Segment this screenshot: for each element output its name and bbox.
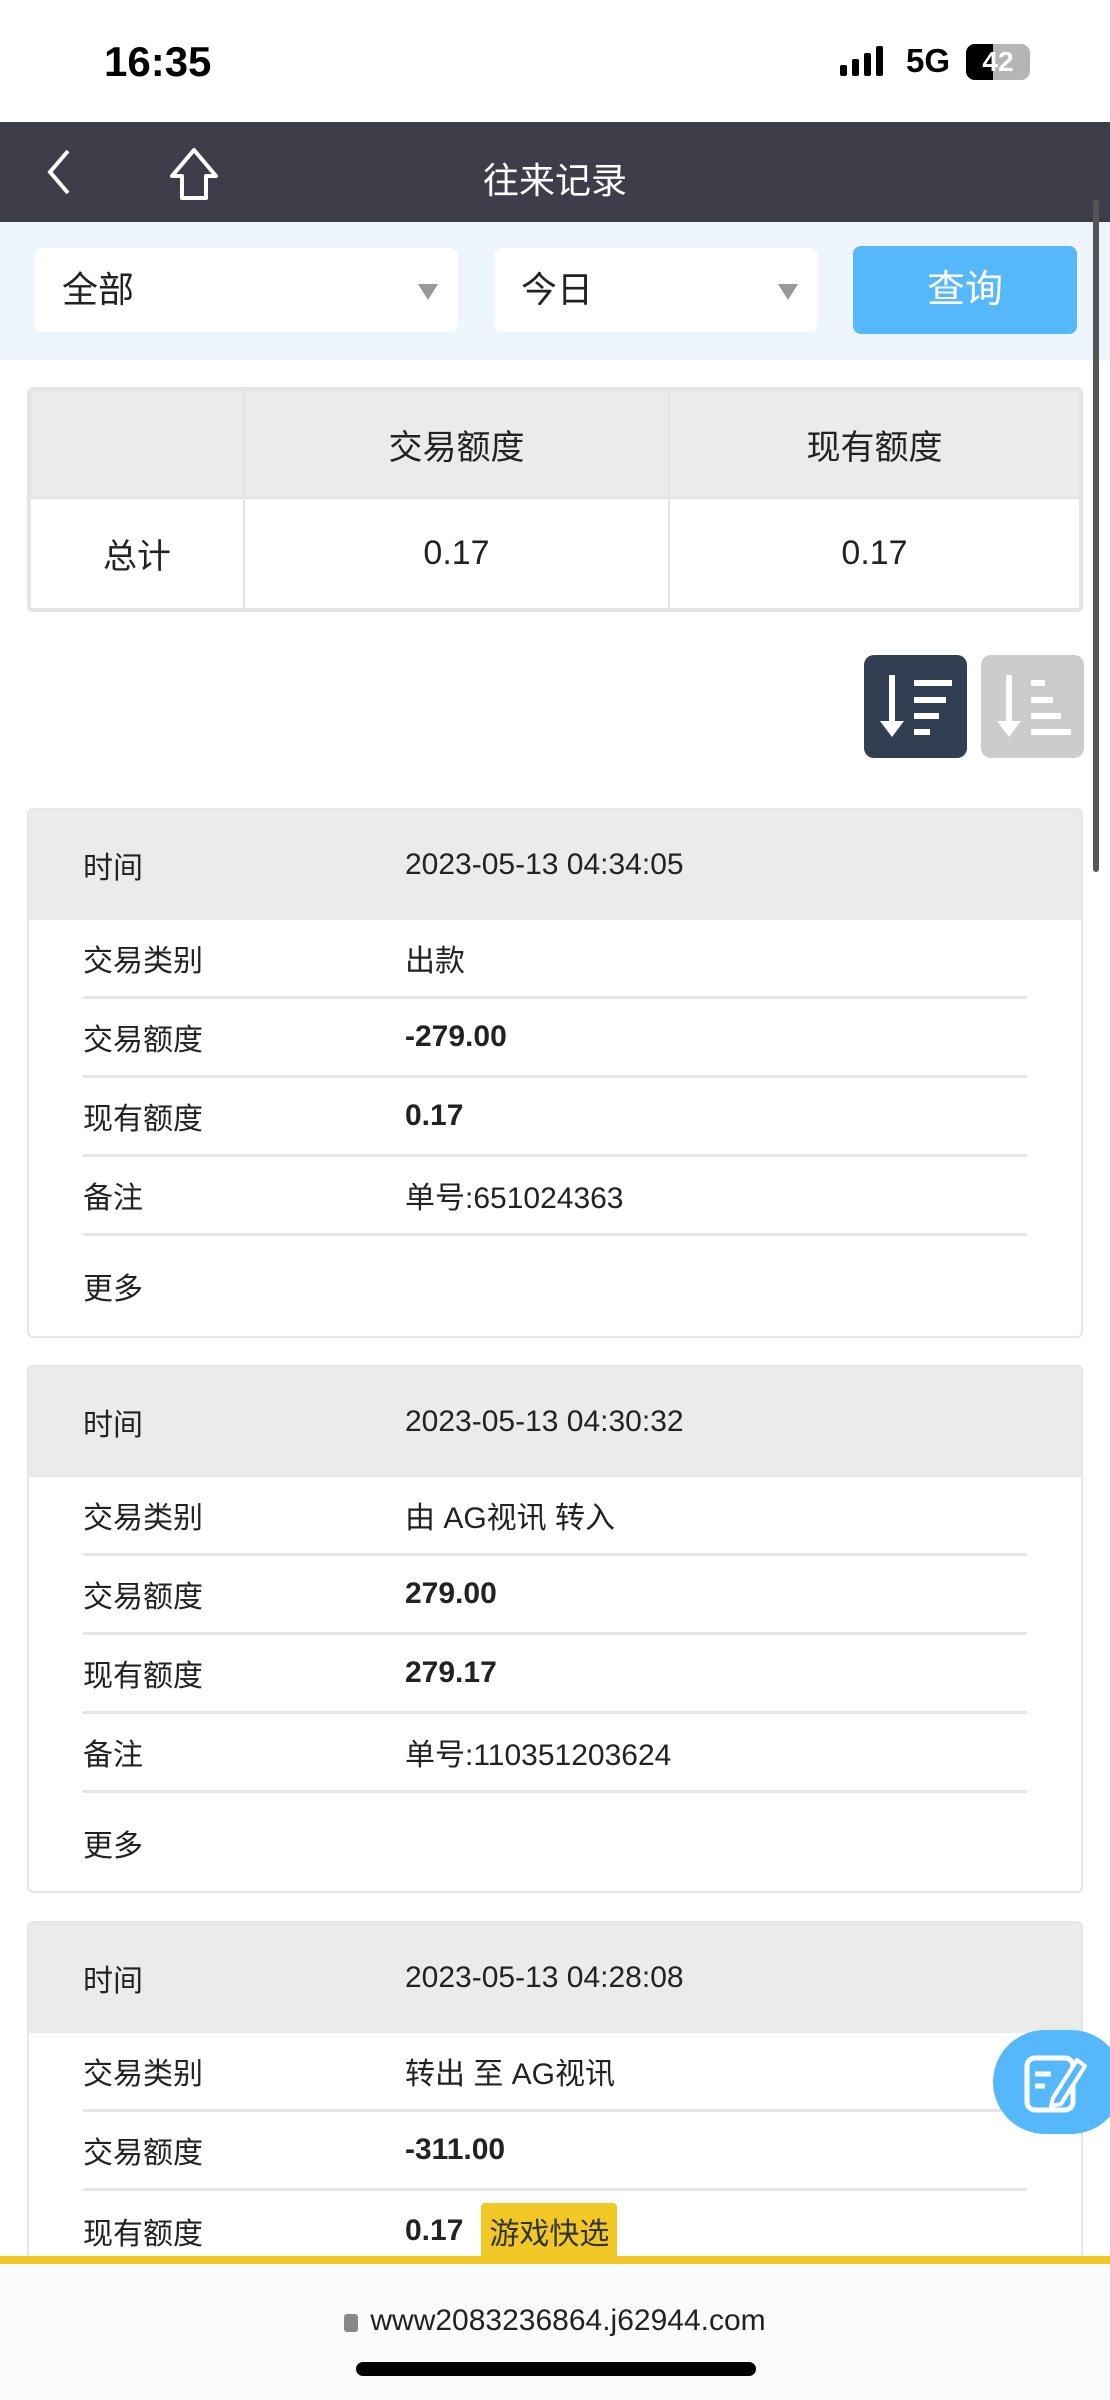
time-value: 2023-05-13 04:30:32 — [405, 1405, 684, 1438]
battery-icon: 42 — [966, 44, 1030, 80]
query-button[interactable]: 查询 — [853, 246, 1077, 334]
home-icon[interactable] — [166, 146, 222, 202]
row-label: 备注 — [83, 1739, 143, 1772]
browser-bar: www2083236864.j62944.com — [0, 2256, 1110, 2400]
edit-fab-button[interactable] — [993, 2030, 1110, 2134]
time-value: 2023-05-13 04:28:08 — [405, 1961, 684, 1994]
page-title: 往来记录 — [482, 160, 627, 201]
network-type: 5G — [906, 42, 951, 79]
row-label: 交易额度 — [83, 2137, 203, 2170]
row-label: 备注 — [83, 1182, 143, 1215]
scrollbar[interactable] — [1093, 200, 1099, 872]
sort-descending-icon — [880, 675, 952, 737]
summary-table: 交易额度 现有额度 总计 0.17 0.17 — [27, 387, 1083, 612]
row-label: 交易类别 — [83, 2058, 203, 2091]
header-empty — [29, 389, 245, 499]
type-select[interactable]: 全部 — [35, 248, 458, 332]
header-trade-amount: 交易额度 — [243, 389, 670, 499]
record-card: 时间 2023-05-13 04:34:05 交易类别 出款 交易额度 -279.00… — [27, 808, 1083, 1338]
time-value: 2023-05-13 04:34:05 — [405, 848, 684, 881]
game-quick-select-tab[interactable]: 游戏快选 — [481, 2202, 618, 2259]
more-link[interactable]: 更多 — [83, 1830, 143, 1863]
dropdown-arrow-icon — [418, 284, 438, 300]
header-balance: 现有额度 — [668, 389, 1081, 499]
total-balance: 0.17 — [668, 497, 1081, 610]
time-label: 时间 — [83, 1965, 143, 1998]
row-value: 转出 至 AG视讯 — [405, 2058, 616, 2091]
back-icon[interactable] — [44, 147, 74, 197]
lock-icon — [344, 2314, 359, 2332]
row-label: 现有额度 — [83, 1103, 203, 1136]
row-value: 279.17 — [405, 1656, 497, 1689]
filter-bar: 全部 今日 查询 — [0, 222, 1110, 360]
time-label: 时间 — [83, 852, 143, 885]
row-value: 0.17 — [405, 1099, 464, 1132]
row-value: -279.00 — [405, 1020, 507, 1053]
url-bar[interactable]: www2083236864.j62944.com — [0, 2304, 1110, 2338]
sort-desc-button[interactable] — [864, 655, 967, 758]
row-label: 交易类别 — [83, 945, 203, 978]
row-label: 交易额度 — [83, 1581, 203, 1614]
url-text: www2083236864.j62944.com — [370, 2304, 766, 2337]
battery-level: 42 — [982, 46, 1014, 77]
row-label: 交易类别 — [83, 1502, 203, 1535]
home-indicator — [356, 2362, 756, 2376]
clock: 16:35 — [104, 38, 212, 85]
row-value: 单号:651024363 — [405, 1182, 624, 1215]
row-label: 交易额度 — [83, 1024, 203, 1057]
time-label: 时间 — [83, 1409, 143, 1442]
edit-note-icon — [1024, 2055, 1087, 2113]
total-trade-amount: 0.17 — [243, 497, 670, 610]
row-value: 单号:110351203624 — [405, 1739, 672, 1772]
sort-asc-button[interactable] — [981, 655, 1084, 758]
more-link[interactable]: 更多 — [83, 1273, 143, 1306]
row-value: 出款 — [405, 945, 465, 978]
record-card: 时间 2023-05-13 04:30:32 交易类别 由 AG视讯 转入 交易额度… — [27, 1365, 1083, 1893]
row-value: 由 AG视讯 转入 — [405, 1502, 616, 1535]
row-value: 0.17 — [405, 2213, 464, 2247]
nav-bar: 往来记录 — [0, 122, 1110, 222]
dropdown-arrow-icon — [778, 284, 798, 300]
type-select-value: 全部 — [62, 269, 135, 310]
signal-icon — [840, 46, 883, 76]
record-card: 时间 2023-05-13 04:28:08 交易类别 转出 至 AG视讯 交易额度… — [27, 1921, 1083, 2321]
total-label: 总计 — [29, 497, 245, 610]
row-label: 现有额度 — [83, 2217, 203, 2251]
status-bar: 16:35 5G 42 — [0, 0, 1110, 122]
date-select-value: 今日 — [521, 269, 594, 310]
row-value: 279.00 — [405, 1577, 497, 1610]
row-label: 现有额度 — [83, 1660, 203, 1693]
date-select[interactable]: 今日 — [494, 248, 818, 332]
sort-ascending-icon — [997, 675, 1071, 737]
row-value: -311.00 — [405, 2133, 506, 2166]
